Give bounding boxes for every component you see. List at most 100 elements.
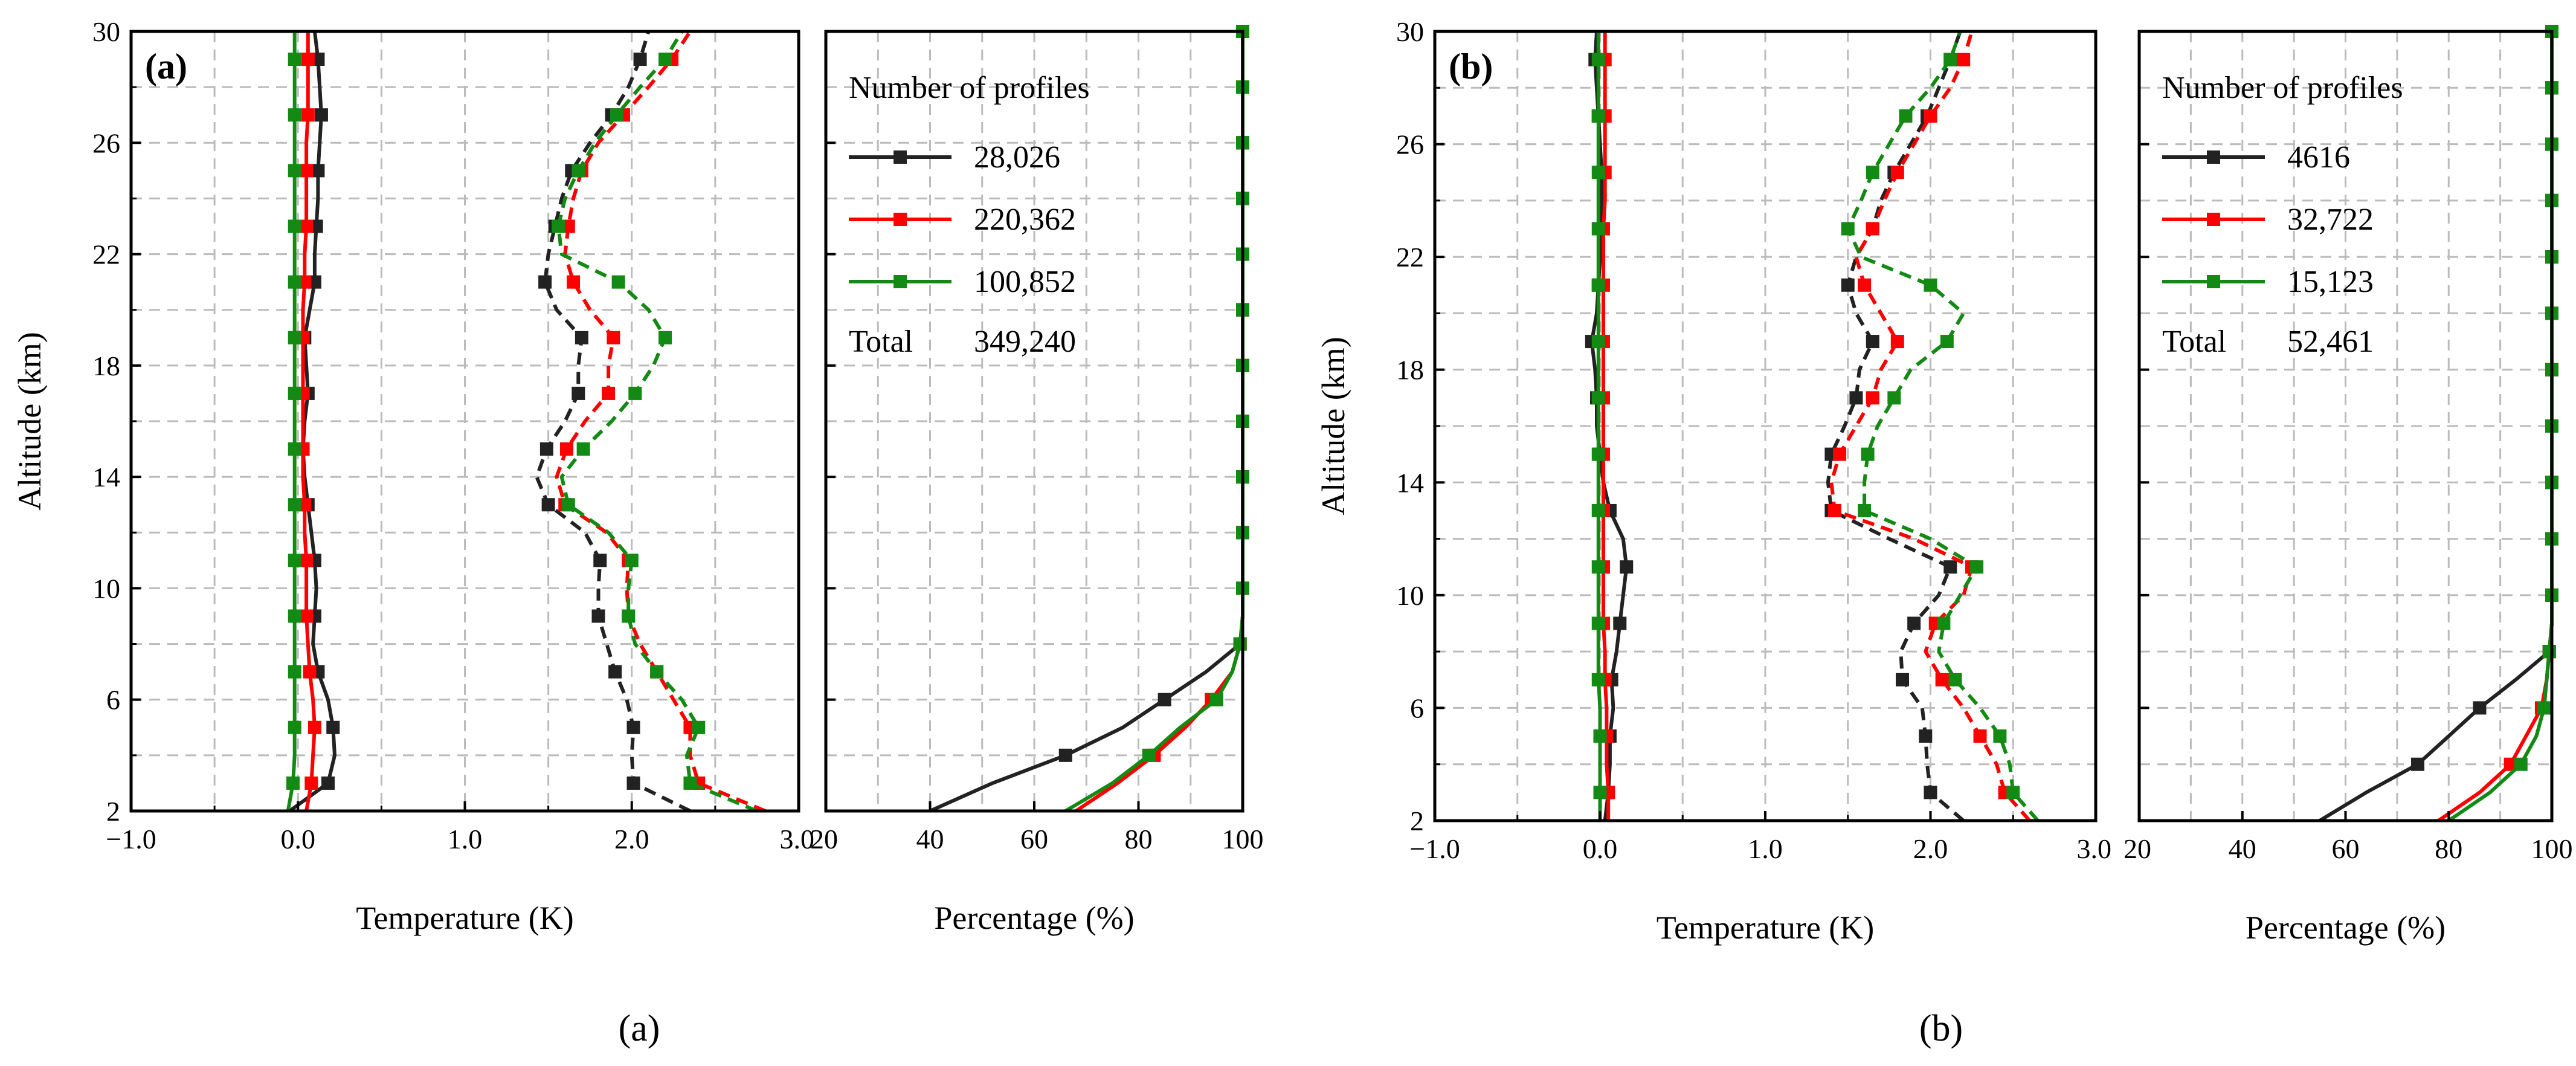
temperature-data-point	[1841, 278, 1855, 292]
temperature-data-point	[1957, 53, 1971, 66]
temperature-series-line	[555, 30, 766, 813]
temperature-data-point	[1591, 109, 1605, 123]
temperature-data-point	[1866, 391, 1879, 405]
temperature-data-point	[288, 164, 301, 178]
percentage-data-point	[2514, 757, 2528, 771]
x-tick-label: 60	[2332, 833, 2360, 864]
temperature-data-point	[1887, 391, 1901, 405]
percentage-data-point	[2504, 757, 2517, 771]
temperature-data-point	[1613, 616, 1627, 630]
temperature-data-point	[1827, 503, 1841, 517]
temperature-data-point	[300, 609, 314, 623]
temperature-data-point	[1907, 616, 1921, 630]
temperature-data-point	[1924, 786, 1937, 800]
temperature-data-point	[288, 498, 301, 512]
x-tick-label: 2.0	[614, 824, 649, 854]
temperature-data-point	[1591, 335, 1605, 349]
x-tick-label: 0.0	[281, 824, 316, 854]
temperature-series-line	[1829, 31, 2031, 822]
percentage-data-point	[1209, 693, 1223, 706]
temperature-data-point	[626, 776, 640, 790]
y-axis-label: Altitude (km)	[1315, 337, 1351, 515]
temperature-data-point	[561, 219, 575, 233]
temperature-series-line	[1846, 31, 2040, 822]
y-tick-label: 10	[92, 573, 120, 604]
x-tick-label: 0.0	[1583, 833, 1618, 864]
temperature-data-point	[1993, 729, 2007, 743]
temperature-data-point	[1940, 335, 1954, 349]
legend-total-value: 52,461	[2287, 325, 2374, 359]
temperature-series-line	[535, 31, 691, 813]
legend-total-label: Total	[849, 325, 913, 359]
y-tick-label: 2	[106, 796, 120, 827]
temperature-data-point	[561, 498, 575, 512]
temperature-data-point	[1841, 222, 1855, 236]
temperature-data-point	[1937, 616, 1951, 630]
y-tick-label: 30	[92, 16, 120, 47]
legend-entry-label: 4616	[2287, 140, 2350, 175]
x-tick-label: 20	[810, 824, 838, 854]
temperature-data-point	[286, 776, 300, 790]
temperature-data-point	[1866, 335, 1879, 349]
legend-entry-label: 32,722	[2287, 202, 2374, 237]
figure-caption: (b)	[1919, 1008, 1963, 1049]
x-tick-label: 3.0	[2077, 833, 2112, 864]
temperature-data-point	[560, 442, 574, 456]
temperature-data-point	[602, 386, 616, 400]
temperature-data-point	[1943, 560, 1957, 574]
temperature-data-point	[1591, 447, 1605, 461]
temperature-data-point	[607, 331, 620, 344]
x-tick-label: 1.0	[448, 824, 483, 854]
y-tick-label: 10	[1396, 580, 1424, 611]
legend-entry-label: 15,123	[2287, 265, 2374, 299]
legend: Number of profiles 4616 32,722 15,123 Total 5…	[2162, 71, 2403, 359]
temperature-data-point	[288, 275, 301, 289]
y-tick-label: 26	[92, 128, 120, 158]
temperature-data-point	[591, 609, 605, 623]
temperature-data-point	[625, 554, 639, 567]
temperature-data-point	[1849, 391, 1863, 405]
x-tick-label: 40	[2229, 833, 2256, 864]
legend-entry-label: 100,852	[974, 265, 1076, 299]
temperature-data-point	[314, 108, 328, 122]
temperature-series-line	[1596, 31, 1602, 821]
percentage-data-point	[1158, 693, 1171, 706]
x-tick-label: 80	[1125, 824, 1153, 854]
legend-swatch-marker	[2207, 275, 2220, 288]
temperature-data-point	[650, 665, 664, 679]
temperature-data-point	[308, 275, 321, 289]
temperature-data-point	[300, 554, 314, 567]
temperature-data-point	[288, 53, 301, 66]
legend-swatch-marker	[894, 213, 907, 226]
temperature-data-point	[1861, 447, 1875, 461]
temperature-data-point	[575, 331, 588, 344]
temperature-data-point	[552, 219, 565, 233]
temperature-data-point	[303, 665, 317, 679]
temperature-data-point	[304, 776, 318, 790]
temperature-data-point	[311, 53, 325, 66]
x-tick-label: 2.0	[1913, 833, 1948, 864]
percentage-panel: 20 40 60 80 100 Percentage (%) Number of profi…	[2124, 25, 2573, 946]
percentage-data-point	[2473, 701, 2487, 715]
x-axis-label: Percentage (%)	[934, 900, 1134, 936]
legend: Number of profiles 28,026 220,362 100,852 To…	[849, 71, 1090, 359]
temperature-series-line	[301, 31, 317, 812]
x-tick-label: −1.0	[106, 824, 156, 854]
temperature-data-point	[593, 554, 607, 567]
x-tick-label: 40	[916, 824, 944, 854]
legend-swatch-marker	[2207, 213, 2220, 226]
x-tick-label: 100	[2531, 833, 2573, 864]
percentage-data-point	[1058, 748, 1072, 762]
percentage-data-point	[1142, 748, 1156, 762]
temperature-data-point	[300, 164, 314, 178]
temperature-data-point	[683, 776, 697, 790]
temperature-data-point	[628, 386, 642, 400]
temperature-data-point	[288, 386, 301, 400]
temperature-series-line	[556, 30, 758, 813]
legend-swatch-marker	[2207, 150, 2220, 164]
temperature-data-point	[1591, 673, 1605, 686]
